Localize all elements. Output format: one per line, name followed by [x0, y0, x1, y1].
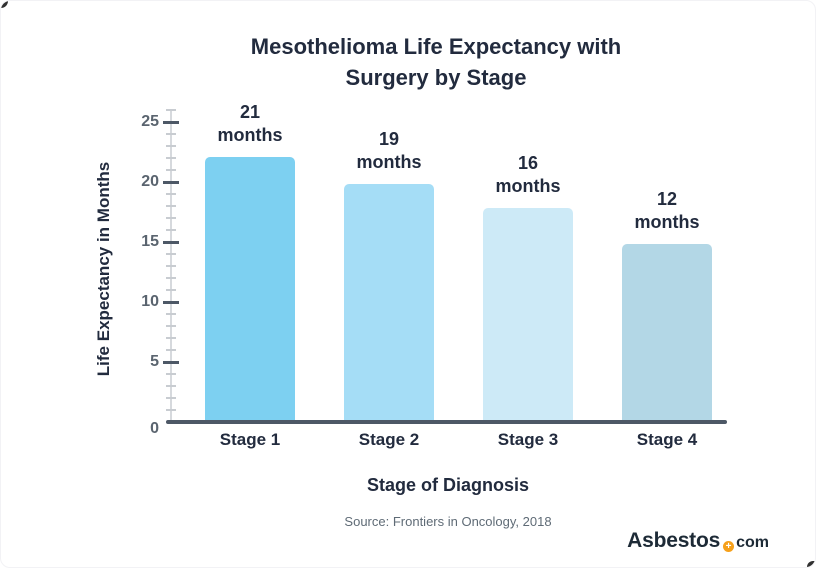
y-minor-tick: [166, 313, 176, 315]
bar-value-number: 21: [239, 101, 261, 122]
y-tick-label: 25: [141, 113, 159, 130]
logo-text-com: com: [736, 534, 769, 551]
y-minor-tick: [166, 325, 176, 327]
x-category-label: Stage 2: [358, 430, 420, 449]
y-minor-tick: [166, 397, 176, 399]
y-minor-tick: [166, 265, 176, 267]
source-attribution: Source: Frontiers in Oncology, 2018: [344, 514, 552, 529]
y-minor-tick: [166, 337, 176, 339]
y-minor-tick: [166, 193, 176, 195]
bar-value-unit: months: [634, 212, 700, 233]
y-tick-label: 20: [141, 173, 159, 190]
y-minor-tick: [166, 205, 176, 207]
y-minor-tick: [166, 217, 176, 219]
x-category-label: Stage 4: [636, 430, 698, 449]
y-minor-tick: [166, 277, 176, 279]
bar-stage-2: [344, 184, 434, 422]
bar-stage-1: [205, 156, 295, 422]
bar-value-label: 12 months: [592, 188, 742, 234]
y-tick-label: 5: [150, 353, 159, 370]
asbestos-logo: Asbestos + com: [627, 529, 769, 553]
bar-value-unit: months: [495, 176, 561, 197]
bar-stage-4: [622, 244, 712, 422]
bar-value-unit: months: [217, 124, 283, 145]
y-major-tick: [163, 301, 179, 304]
bar-value-number: 16: [517, 153, 539, 174]
y-tick-label: 0: [150, 420, 159, 437]
y-minor-tick: [166, 253, 176, 255]
y-minor-tick: [166, 169, 176, 171]
y-minor-tick: [166, 229, 176, 231]
y-axis-title: Life Expectancy in Months: [94, 161, 113, 377]
y-major-tick: [163, 241, 179, 244]
bar-value-number: 12: [656, 189, 678, 210]
y-minor-tick: [166, 289, 176, 291]
y-minor-tick: [166, 133, 176, 135]
x-axis-title: Stage of Diagnosis: [366, 475, 530, 495]
logo-text-asbestos: Asbestos: [627, 529, 721, 552]
frame-corner-top-left: [1, 1, 8, 8]
plus-badge-icon: +: [723, 541, 735, 552]
x-axis-line: [166, 420, 727, 424]
frame-corner-bottom-right: [807, 561, 815, 567]
y-major-tick: [163, 181, 179, 184]
y-major-tick: [163, 361, 179, 364]
x-category-label: Stage 3: [497, 430, 559, 449]
bar-value-label: 19 months: [314, 128, 464, 174]
y-minor-tick: [166, 349, 176, 351]
y-minor-tick: [166, 109, 176, 111]
bar-value-number: 19: [378, 129, 400, 150]
y-minor-tick: [166, 409, 176, 411]
y-major-tick: [163, 121, 179, 124]
bar-value-label: 16 months: [453, 152, 603, 198]
y-tick-label: 15: [141, 233, 159, 250]
y-tick-label: 10: [141, 293, 159, 310]
chart-title: Mesothelioma Life Expectancy with Surger…: [250, 34, 622, 91]
bar-value-unit: months: [356, 152, 422, 173]
y-minor-tick: [166, 373, 176, 375]
bar-stage-3: [483, 208, 573, 422]
y-minor-tick: [166, 157, 176, 159]
y-minor-tick: [166, 385, 176, 387]
y-minor-tick: [166, 145, 176, 147]
bar-value-label: 21 months: [175, 101, 325, 147]
x-category-label: Stage 1: [219, 430, 281, 449]
